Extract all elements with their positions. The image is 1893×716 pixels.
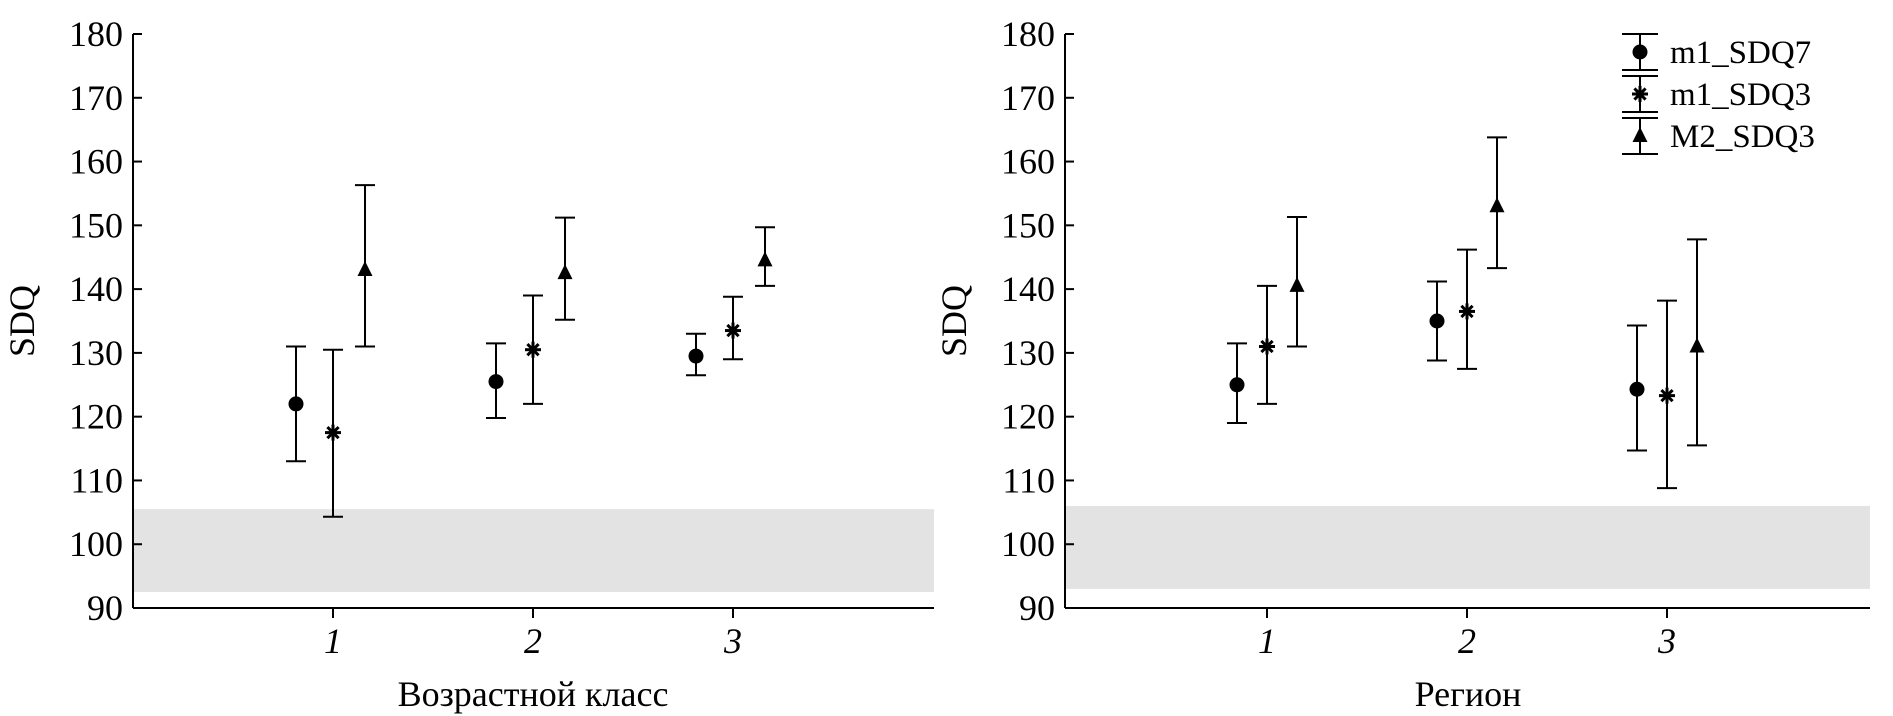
reference-band: [1066, 505, 1870, 589]
x-tick-label: 3: [723, 621, 742, 661]
data-point: [1289, 276, 1305, 292]
y-tick-label: 130: [1001, 333, 1055, 373]
y-tick-label: 90: [87, 588, 123, 628]
y-axis-title: SDQ: [934, 285, 974, 357]
y-tick-label: 120: [69, 397, 123, 437]
legend: m1_SDQ7 m1_SDQ3 M2_SDQ3: [1622, 33, 1815, 155]
data-point: [725, 322, 741, 339]
data-point: [557, 264, 573, 280]
y-tick-label: 130: [69, 333, 123, 373]
data-point: [525, 341, 541, 358]
y-tick-label: 100: [1001, 524, 1055, 564]
data-point: [325, 424, 341, 441]
data-point: [1659, 387, 1675, 404]
series-m1_SDQ3: [323, 294, 743, 518]
data-point: [288, 396, 304, 412]
y-tick-label: 170: [1001, 78, 1055, 118]
series-m1_SDQ7: [286, 332, 706, 463]
legend-item: m1_SDQ7: [1622, 33, 1811, 71]
y-tick-label: 90: [1019, 588, 1055, 628]
data-point: [1229, 377, 1245, 393]
legend-item: m1_SDQ3: [1622, 75, 1811, 113]
legend-marker: [1632, 44, 1648, 60]
data-point: [757, 251, 773, 267]
y-axis-title: SDQ: [2, 285, 42, 357]
data-point: [688, 348, 704, 364]
panel-age-class: 90 100 110 120 130 140 150 160 170 180 1 2 3 Возрастн…: [2, 14, 934, 714]
series-M2_SDQ3: [1287, 136, 1707, 447]
y-tick-label: 160: [1001, 142, 1055, 182]
legend-label: m1_SDQ3: [1670, 77, 1811, 113]
series-m1_SDQ7: [1227, 280, 1647, 452]
data-point: [1429, 313, 1445, 329]
y-tick-label: 120: [1001, 397, 1055, 437]
reference-band: [134, 509, 934, 593]
x-tick-label: 3: [1657, 621, 1676, 661]
data-point: [357, 260, 373, 276]
legend-label: M2_SDQ3: [1670, 119, 1815, 155]
data-point: [1689, 337, 1705, 353]
x-axis-title: Возрастной класс: [398, 674, 669, 714]
series-m1_SDQ3: [1257, 248, 1677, 490]
y-tick-label: 100: [69, 524, 123, 564]
legend-label: m1_SDQ7: [1670, 35, 1811, 71]
data-point: [1489, 197, 1505, 213]
y-tick-label: 110: [1002, 460, 1055, 500]
y-tick-label: 160: [69, 142, 123, 182]
data-point: [1259, 338, 1275, 355]
y-tick-label: 180: [1001, 14, 1055, 54]
panel-region: 90 100 110 120 130 140 150 160 170 180 1 2 3 Регион SD…: [934, 14, 1870, 714]
x-tick-label: 2: [524, 621, 542, 661]
y-tick-label: 180: [69, 14, 123, 54]
legend-marker: [1632, 127, 1648, 142]
legend-item: M2_SDQ3: [1622, 117, 1815, 155]
y-tick-label: 110: [70, 460, 123, 500]
y-tick-label: 140: [1001, 269, 1055, 309]
data-point: [1629, 381, 1645, 397]
x-axis-title: Регион: [1415, 674, 1522, 714]
series-M2_SDQ3: [355, 184, 775, 348]
y-tick-label: 170: [69, 78, 123, 118]
data-point: [488, 374, 504, 390]
y-tick-label: 150: [1001, 205, 1055, 245]
x-tick-label: 1: [324, 621, 342, 661]
y-tick-label: 140: [69, 269, 123, 309]
x-tick-label: 1: [1258, 621, 1276, 661]
data-point: [1459, 303, 1475, 320]
y-tick-label: 150: [69, 205, 123, 245]
x-tick-label: 2: [1458, 621, 1476, 661]
legend-marker: [1632, 86, 1648, 102]
